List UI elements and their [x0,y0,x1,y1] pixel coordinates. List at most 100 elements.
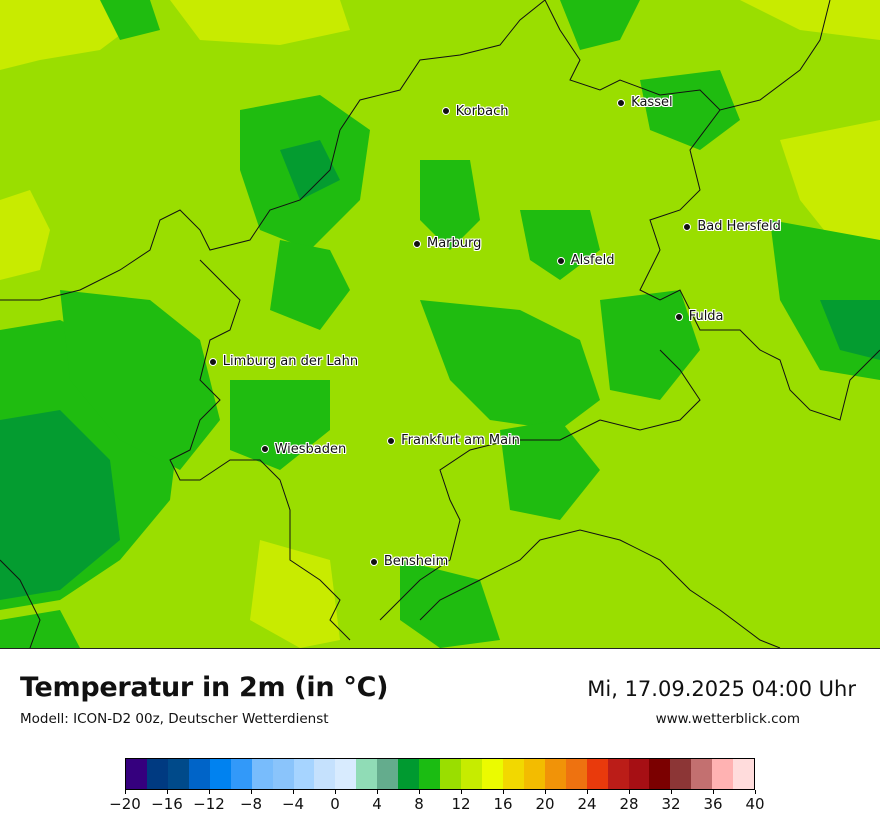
legend-color-swatch [146,759,168,789]
temperature-map[interactable]: Kassel Korbach Bad Hersfeld Marburg Alsfeld F… [0,0,880,649]
legend-tick-label: 24 [577,795,597,813]
legend-color-swatch [502,759,524,789]
legend-tick-mark [125,790,126,794]
legend-color-swatch [544,759,566,789]
legend-tick-mark [713,790,714,794]
legend-color-swatch [230,759,252,789]
legend-color-swatch [607,759,629,789]
city-marker: Korbach [441,103,509,119]
city-marker: Wiesbaden [260,441,347,457]
legend-tick-mark [251,790,252,794]
map-title: Temperatur in 2m (in °C) [20,672,389,703]
city-marker: Fulda [674,309,724,325]
city-label: Korbach [455,103,509,119]
legend-tick-label: −8 [239,795,263,813]
legend-color-swatch [398,759,420,789]
legend-color-swatch [523,759,545,789]
city-marker: Frankfurt am Main [387,433,520,448]
color-scale-legend [125,758,755,790]
city-label: Frankfurt am Main [401,433,520,449]
city-label: Wiesbaden [274,441,347,457]
city-marker: Bensheim [369,554,449,570]
warm-areas [0,0,880,648]
city-label: Bad Hersfeld [697,219,781,235]
map-background [0,0,880,648]
legend-color-swatch [126,759,147,789]
city-marker: Bad Hersfeld [683,219,781,234]
legend-tick-mark [293,790,294,794]
forecast-datetime: Mi, 17.09.2025 04:00 Uhr [587,677,856,701]
legend-tick-mark [671,790,672,794]
legend-tick-label: −16 [151,795,183,813]
coolest-areas [0,140,880,600]
city-label: Kassel [631,95,673,111]
model-source: Modell: ICON-D2 00z, Deutscher Wetterdie… [20,711,329,727]
legend-color-swatch [481,759,503,789]
legend-color-swatch [461,759,482,789]
cool-areas [0,0,880,648]
legend-color-swatch [314,759,336,789]
legend-color-swatch [628,759,650,789]
legend-color-swatch [209,759,231,789]
legend-tick-mark [335,790,336,794]
legend-tick-label: −20 [109,795,141,813]
city-dot-icon [674,312,683,321]
legend-color-swatch [586,759,608,789]
legend-tick-label: 0 [330,795,340,813]
legend-color-swatch [712,759,734,789]
website-link[interactable]: www.wetterblick.com [655,711,800,727]
legend-tick-mark [587,790,588,794]
legend-color-swatch [188,759,210,789]
city-dot-icon [617,98,626,107]
legend-color-swatch [419,759,441,789]
legend-color-swatch [649,759,671,789]
legend-tick-mark [503,790,504,794]
legend-color-swatch [440,759,461,789]
legend-tick-label: 32 [661,795,681,813]
city-dot-icon [387,436,396,445]
legend-color-swatch [251,759,273,789]
legend-tick-mark [419,790,420,794]
legend-tick-label: 28 [619,795,639,813]
legend-color-swatch [167,759,189,789]
legend-tick-mark [209,790,210,794]
legend-tick-label: 36 [703,795,723,813]
city-dot-icon [208,357,217,366]
legend-color-swatch [670,759,692,789]
city-label: Alsfeld [570,253,615,269]
legend-color-swatch [691,759,713,789]
city-marker: Alsfeld [556,253,615,269]
city-dot-icon [260,445,269,454]
legend-tick-label: 20 [535,795,555,813]
legend-tick-mark [167,790,168,794]
color-scale-ticks: −20 −16 −12 −8 −4 0 4 8 12 16 20 24 28 32 36 40 [0,790,880,820]
city-dot-icon [683,222,692,231]
city-label: Bensheim [383,554,449,570]
legend-tick-label: 4 [372,795,382,813]
legend-tick-label: 40 [745,795,765,813]
city-label: Limburg an der Lahn [222,354,359,370]
legend-tick-mark [755,790,756,794]
legend-tick-mark [629,790,630,794]
legend-color-swatch [733,759,755,789]
city-marker: Marburg [412,236,481,251]
legend-color-swatch [293,759,315,789]
legend-color-swatch [335,759,357,789]
legend-color-swatch [356,759,378,789]
city-dot-icon [556,256,565,265]
legend-color-swatch [377,759,399,789]
city-label: Fulda [688,309,724,325]
legend-tick-mark [461,790,462,794]
city-dot-icon [441,107,450,116]
city-dot-icon [412,239,421,248]
legend-tick-label: 12 [451,795,471,813]
legend-tick-label: −4 [281,795,305,813]
legend-color-swatch [272,759,294,789]
legend-tick-mark [377,790,378,794]
legend-tick-mark [545,790,546,794]
city-marker: Limburg an der Lahn [208,354,359,370]
city-marker: Kassel [617,95,673,111]
state-borders [0,0,880,648]
legend-tick-label: 16 [493,795,513,813]
legend-tick-label: −12 [193,795,225,813]
